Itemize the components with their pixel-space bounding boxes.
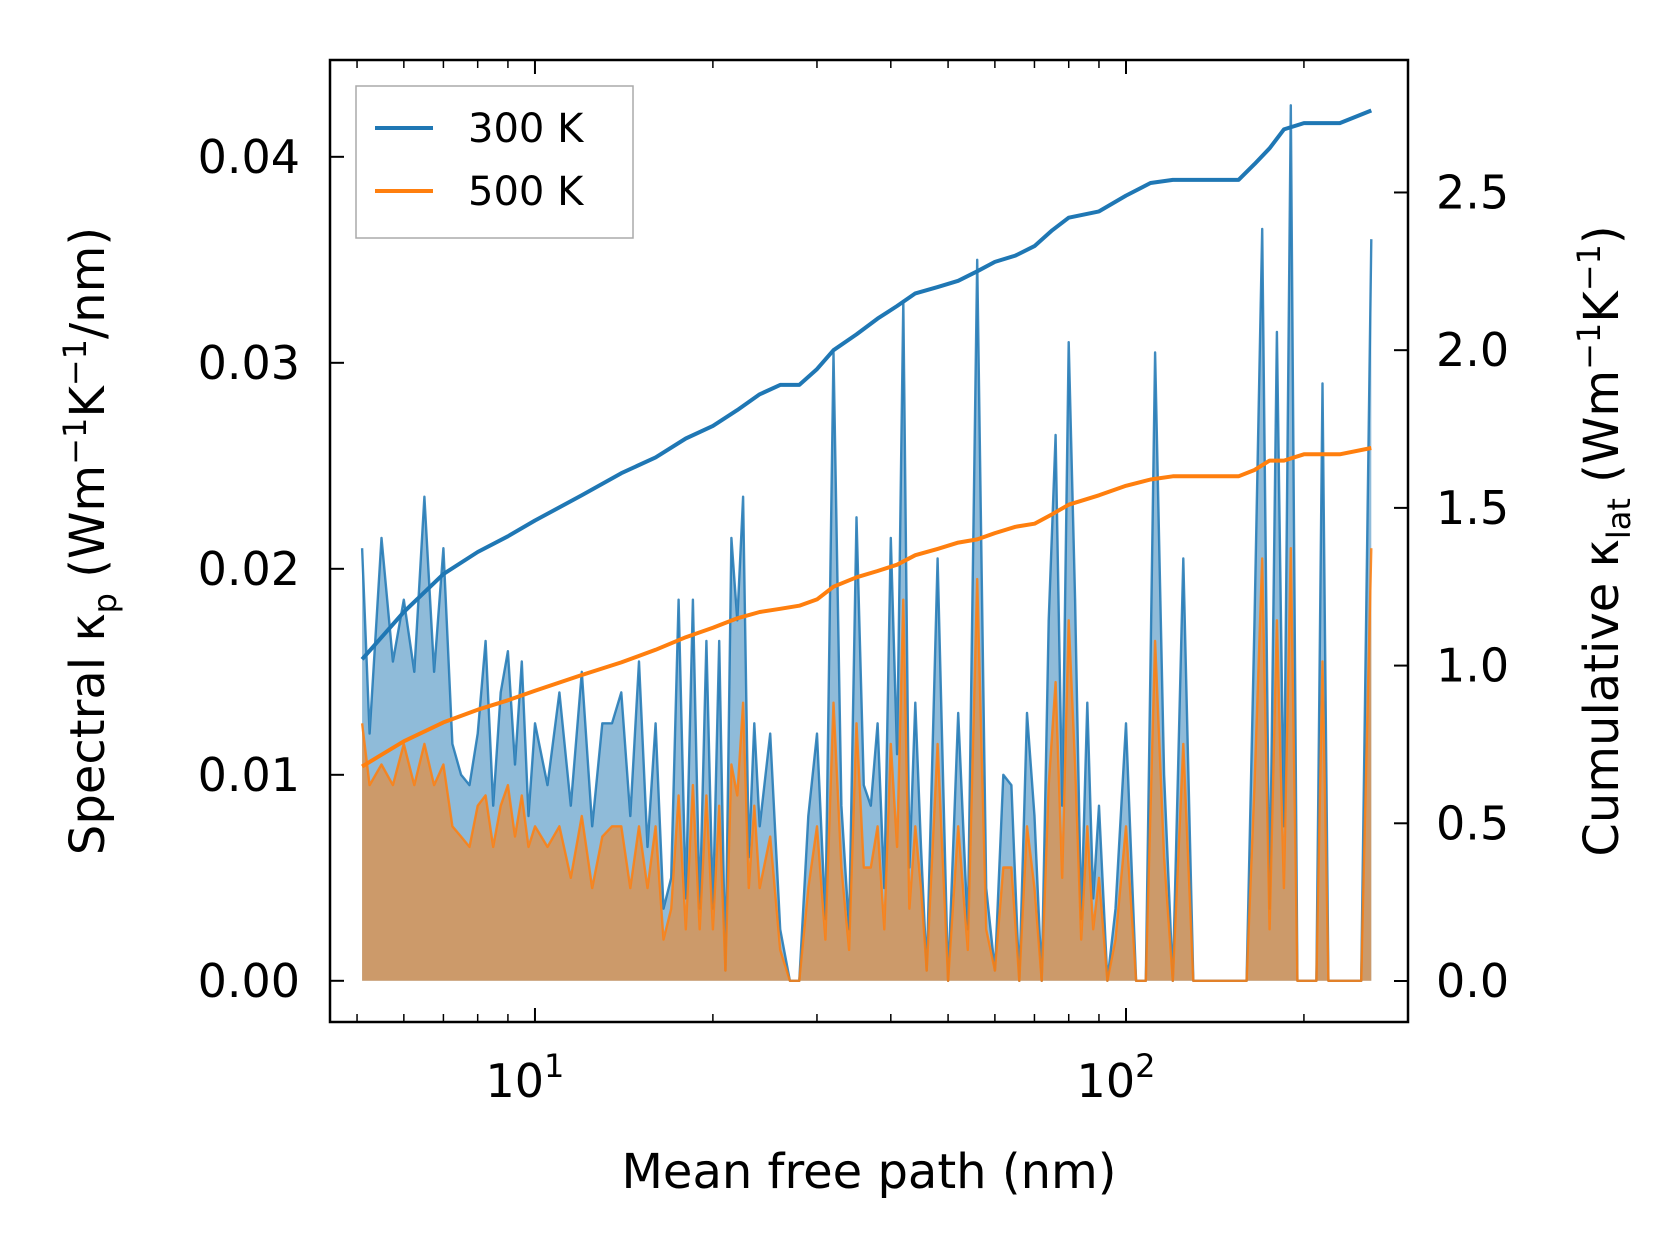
right-y-tick-label: 2.5	[1436, 165, 1509, 219]
spectral-line-300k	[360, 104, 1373, 982]
cumulative-line-300k	[360, 108, 1373, 661]
right-y-axis-title: Cumulative κlat (Wm−1K−1)	[1570, 225, 1638, 856]
left-y-axis-title: Spectral κp (Wm−1K−1/nm)	[56, 227, 124, 855]
legend: 300 K 500 K	[355, 85, 634, 239]
x-axis-title: Mean free path (nm)	[622, 1144, 1117, 1200]
plot-frame	[328, 58, 1410, 1024]
x-tick-label: 101	[486, 1047, 565, 1108]
x-tick-label: 102	[1077, 1047, 1156, 1108]
cumulative-line-500k	[361, 446, 1372, 769]
right-y-tick-label: 1.5	[1436, 481, 1509, 535]
left-y-tick-label: 0.04	[198, 130, 300, 184]
spectral-line-500k	[360, 547, 1373, 982]
spectral-fill-300k	[362, 105, 1372, 981]
legend-label-300k: 300 K	[468, 106, 585, 152]
axis-ticks: 101 102 0.00 0.01 0.02 0.03 0.04 0.0 0.5 1.0 1.5 2.…	[198, 60, 1509, 1108]
right-y-tick-label: 0.0	[1436, 954, 1509, 1008]
left-y-tick-label: 0.03	[198, 336, 300, 390]
legend-box	[355, 85, 634, 239]
right-y-tick-label: 1.0	[1436, 639, 1509, 693]
right-y-tick-label: 2.0	[1436, 323, 1509, 377]
left-y-tick-label: 0.02	[198, 542, 300, 596]
left-y-tick-label: 0.00	[198, 954, 300, 1008]
series-lines	[360, 108, 1373, 769]
spectral-fill-500k	[362, 548, 1372, 981]
legend-label-500k: 500 K	[468, 169, 585, 215]
right-y-tick-label: 0.5	[1436, 796, 1509, 850]
spectral-fills	[360, 104, 1373, 982]
left-y-tick-label: 0.01	[198, 748, 300, 802]
